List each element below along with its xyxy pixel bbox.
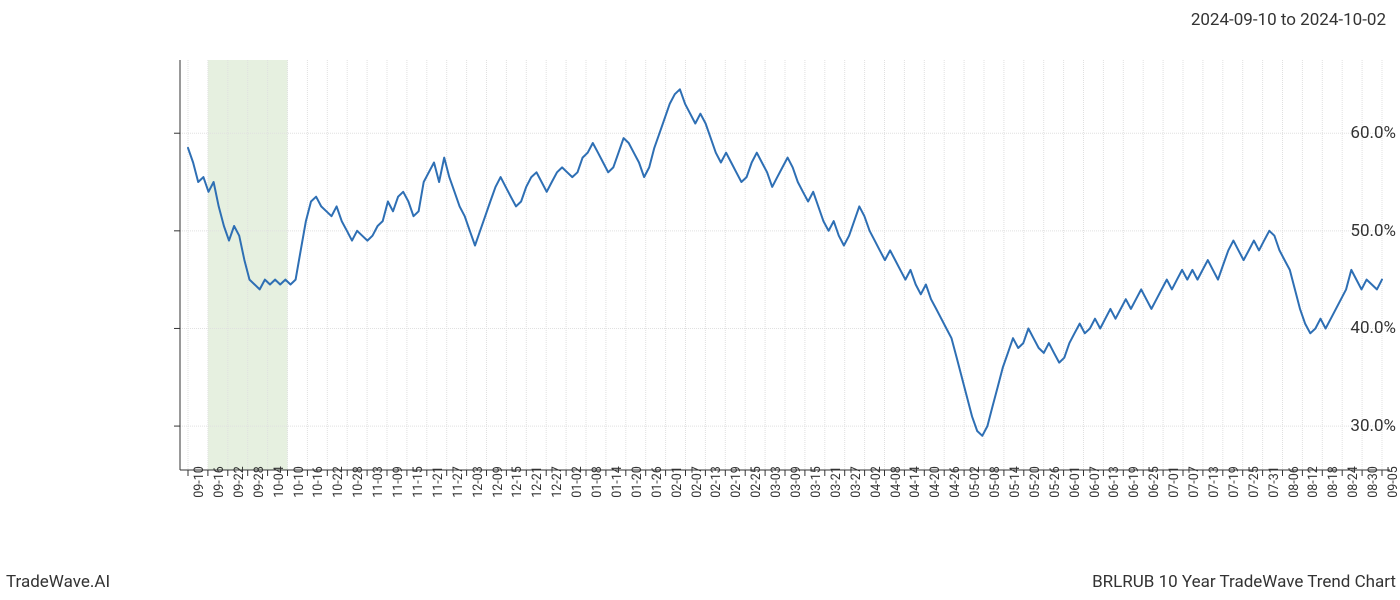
x-tick-label: 02-07 bbox=[690, 466, 705, 498]
x-tick-label: 05-08 bbox=[988, 466, 1003, 498]
x-tick-label: 11-15 bbox=[411, 466, 426, 498]
x-tick-label: 07-07 bbox=[1187, 466, 1202, 498]
x-tick-label: 11-27 bbox=[451, 466, 466, 498]
x-tick-label: 10-04 bbox=[272, 466, 287, 498]
x-tick-label: 10-10 bbox=[292, 466, 307, 498]
x-tick-label: 03-21 bbox=[829, 466, 844, 498]
x-tick-label: 04-26 bbox=[948, 466, 963, 498]
x-tick-label: 05-20 bbox=[1028, 466, 1043, 498]
x-tick-label: 12-03 bbox=[471, 466, 486, 498]
x-tick-label: 01-02 bbox=[570, 466, 585, 498]
x-tick-label: 04-08 bbox=[889, 466, 904, 498]
x-tick-label: 08-06 bbox=[1287, 466, 1302, 498]
x-tick-label: 07-25 bbox=[1247, 466, 1262, 498]
x-tick-label: 05-26 bbox=[1048, 466, 1063, 498]
x-tick-label: 01-26 bbox=[650, 466, 665, 498]
x-tick-label: 08-30 bbox=[1366, 466, 1381, 498]
x-tick-label: 06-19 bbox=[1127, 466, 1142, 498]
x-tick-label: 06-07 bbox=[1088, 466, 1103, 498]
x-tick-label: 12-15 bbox=[510, 466, 525, 498]
x-tick-label: 01-20 bbox=[630, 466, 645, 498]
x-tick-label: 04-02 bbox=[869, 466, 884, 498]
x-tick-label: 08-24 bbox=[1346, 466, 1361, 498]
x-tick-label: 05-14 bbox=[1008, 466, 1023, 498]
chart-title: BRLRUB 10 Year TradeWave Trend Chart bbox=[1092, 572, 1396, 592]
x-tick-label: 07-13 bbox=[1207, 466, 1222, 498]
x-tick-label: 06-13 bbox=[1107, 466, 1122, 498]
x-tick-label: 02-01 bbox=[670, 466, 685, 498]
brand-label: TradeWave.AI bbox=[6, 572, 110, 592]
date-range-label: 2024-09-10 to 2024-10-02 bbox=[1191, 10, 1386, 30]
x-tick-label: 07-01 bbox=[1167, 466, 1182, 498]
x-tick-label: 07-31 bbox=[1267, 466, 1282, 498]
x-tick-label: 09-22 bbox=[232, 466, 247, 498]
x-tick-label: 03-27 bbox=[849, 466, 864, 498]
x-tick-label: 02-13 bbox=[709, 466, 724, 498]
x-tick-label: 01-08 bbox=[590, 466, 605, 498]
x-tick-label: 03-09 bbox=[789, 466, 804, 498]
x-tick-label: 12-27 bbox=[550, 466, 565, 498]
x-tick-label: 05-02 bbox=[968, 466, 983, 498]
x-tick-label: 07-19 bbox=[1227, 466, 1242, 498]
y-tick-label: 60.0% bbox=[1230, 123, 1396, 143]
x-tick-label: 10-28 bbox=[351, 466, 366, 498]
y-tick-label: 30.0% bbox=[1230, 416, 1396, 436]
x-tick-label: 09-05 bbox=[1386, 466, 1400, 498]
x-tick-label: 08-18 bbox=[1326, 466, 1341, 498]
x-tick-label: 06-25 bbox=[1147, 466, 1162, 498]
x-tick-label: 10-16 bbox=[311, 466, 326, 498]
x-tick-label: 09-28 bbox=[252, 466, 267, 498]
x-tick-label: 11-21 bbox=[431, 466, 446, 498]
trend-chart: 30.0% 40.0% 50.0% 60.0% 09-10 09-16 09-22 09-2… bbox=[0, 45, 1400, 545]
x-tick-label: 08-12 bbox=[1306, 466, 1321, 498]
x-tick-label: 04-14 bbox=[908, 466, 923, 498]
x-tick-label: 11-03 bbox=[371, 466, 386, 498]
x-tick-label: 02-19 bbox=[729, 466, 744, 498]
y-tick-label: 40.0% bbox=[1230, 318, 1396, 338]
x-tick-label: 02-25 bbox=[749, 466, 764, 498]
x-tick-label: 04-20 bbox=[928, 466, 943, 498]
x-tick-label: 01-14 bbox=[610, 466, 625, 498]
x-tick-label: 10-22 bbox=[331, 466, 346, 498]
x-tick-label: 09-10 bbox=[192, 466, 207, 498]
y-tick-label: 50.0% bbox=[1230, 221, 1396, 241]
x-tick-label: 12-21 bbox=[530, 466, 545, 498]
x-tick-label: 03-15 bbox=[809, 466, 824, 498]
x-tick-label: 06-01 bbox=[1068, 466, 1083, 498]
x-tick-label: 09-16 bbox=[212, 466, 227, 498]
x-tick-label: 03-03 bbox=[769, 466, 784, 498]
x-tick-label: 12-09 bbox=[491, 466, 506, 498]
x-tick-label: 11-09 bbox=[391, 466, 406, 498]
